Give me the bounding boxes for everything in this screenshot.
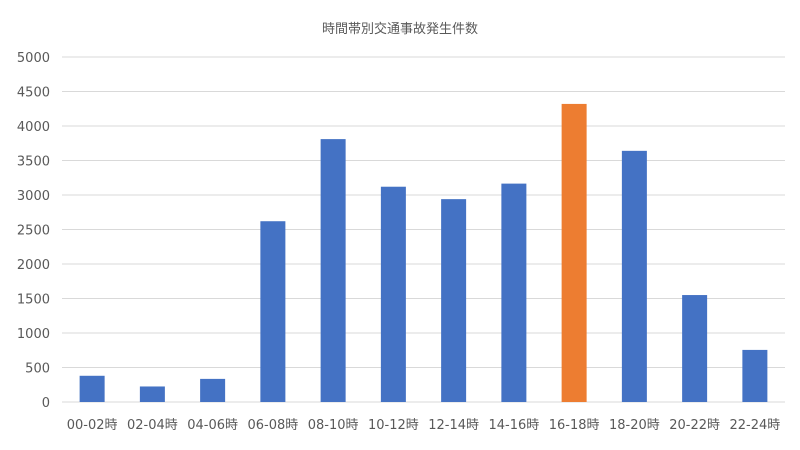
bars xyxy=(79,103,768,403)
y-tick-label: 1500 xyxy=(17,293,50,308)
y-tick-label: 500 xyxy=(25,362,50,377)
x-tick-label: 14-16時 xyxy=(488,418,539,433)
y-tick-label: 3000 xyxy=(17,189,50,204)
x-tick-label: 08-10時 xyxy=(308,418,359,433)
x-tick-label: 04-06時 xyxy=(187,418,238,433)
x-tick-label: 12-14時 xyxy=(428,418,479,433)
bar-10-12時 xyxy=(380,186,406,402)
bar-00-02時 xyxy=(79,375,105,402)
y-tick-label: 5000 xyxy=(17,51,50,66)
y-tick-label: 1000 xyxy=(17,327,50,342)
y-axis-tick-labels: 0 500 1000 1500 2000 2500 3000 3500 4000 4500 5000 xyxy=(17,51,50,411)
y-tick-label: 3500 xyxy=(17,155,50,170)
x-tick-label: 10-12時 xyxy=(368,418,419,433)
gridlines xyxy=(62,56,785,403)
y-tick-label: 2000 xyxy=(17,258,50,273)
y-tick-label: 4500 xyxy=(17,86,50,101)
bar-08-10時 xyxy=(320,139,346,403)
y-tick-label: 4000 xyxy=(17,120,50,135)
y-tick-label: 2500 xyxy=(17,224,50,239)
bar-18-20時 xyxy=(621,150,647,402)
x-tick-label: 16-18時 xyxy=(549,418,600,433)
bar-12-14時 xyxy=(441,199,467,402)
x-tick-label: 06-08時 xyxy=(247,418,298,433)
x-tick-label: 22-24時 xyxy=(729,418,780,433)
bar-14-16時 xyxy=(501,183,527,402)
bar-16-18時 xyxy=(561,103,587,403)
chart-title: 時間帯別交通事故発生件数 xyxy=(322,21,478,37)
x-axis-tick-labels: 00-02時 02-04時 04-06時 06-08時 08-10時 10-12時 12-1… xyxy=(67,418,781,433)
bar-04-06時 xyxy=(200,378,226,402)
bar-20-22時 xyxy=(682,295,708,402)
y-tick-label: 0 xyxy=(42,396,50,411)
x-tick-label: 00-02時 xyxy=(67,418,118,433)
x-tick-label: 02-04時 xyxy=(127,418,178,433)
bar-22-24時 xyxy=(742,349,768,402)
bar-06-08時 xyxy=(260,221,286,402)
x-tick-label: 20-22時 xyxy=(669,418,720,433)
bar-02-04時 xyxy=(139,386,165,402)
x-tick-label: 18-20時 xyxy=(609,418,660,433)
